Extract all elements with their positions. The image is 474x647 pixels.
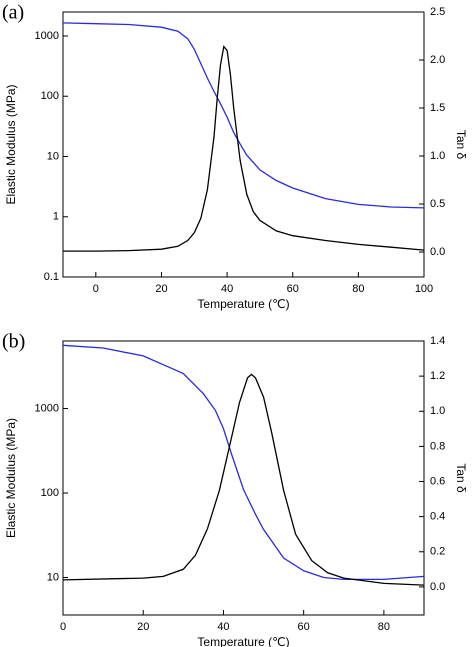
y-tick-label: 1000: [35, 402, 59, 414]
plot-frame: [62, 340, 425, 616]
y-tick-label: 10: [47, 150, 59, 162]
plot-frame: [62, 11, 425, 278]
y2-tick-label: 1.2: [430, 370, 445, 382]
y-axis-label: Elastic Modulus (MPa): [4, 84, 18, 204]
y2-tick-label: 0.5: [430, 198, 445, 210]
y2-tick-label: 0.4: [430, 511, 445, 523]
x-tick-label: 80: [378, 621, 390, 633]
x-tick-label: 20: [137, 621, 149, 633]
x-tick-label: 0: [93, 283, 99, 295]
y2-tick-label: 0.0: [430, 581, 445, 593]
y2-tick-label: 2.5: [430, 6, 445, 18]
y2-tick-label: 1.4: [430, 335, 445, 347]
x-tick-label: 60: [287, 283, 299, 295]
y2-axis-label: Tan δ: [454, 130, 468, 160]
y-tick-label: 100: [41, 90, 59, 102]
x-axis-label: Temperature (℃): [197, 635, 289, 647]
x-tick-label: 40: [221, 283, 233, 295]
y2-axis-label: Tan δ: [454, 463, 468, 493]
y2-tick-label: 1.5: [430, 102, 445, 114]
y2-tick-label: 0.2: [430, 546, 445, 558]
y2-tick-label: 1.0: [430, 405, 445, 417]
y-axis-label: Elastic Modulus (MPa): [4, 418, 18, 538]
y2-tick-label: 0.8: [430, 440, 445, 452]
x-tick-label: 40: [217, 621, 229, 633]
y2-tick-label: 1.0: [430, 150, 445, 162]
y2-tick-label: 2.0: [430, 54, 445, 66]
y2-tick-label: 0.6: [430, 475, 445, 487]
y-tick-label: 10: [47, 571, 59, 583]
x-tick-label: 20: [155, 283, 167, 295]
data-line: [62, 22, 425, 209]
data-line: [62, 373, 425, 586]
y-tick-label: 0.1: [44, 271, 59, 283]
data-line: [63, 45, 425, 252]
x-tick-label: 80: [352, 283, 364, 295]
x-axis-label: Temperature (℃): [197, 297, 289, 311]
x-tick-label: 60: [298, 621, 310, 633]
y-tick-label: 1000: [35, 30, 59, 42]
y2-tick-label: 0.0: [430, 246, 445, 258]
y-tick-label: 100: [41, 487, 59, 499]
x-tick-label: 0: [60, 621, 66, 633]
panel-label: (a): [2, 2, 24, 24]
panel-label: (b): [2, 331, 25, 353]
x-tick-label: 100: [415, 283, 433, 295]
data-line: [62, 344, 425, 581]
y-tick-label: 1: [53, 211, 59, 223]
